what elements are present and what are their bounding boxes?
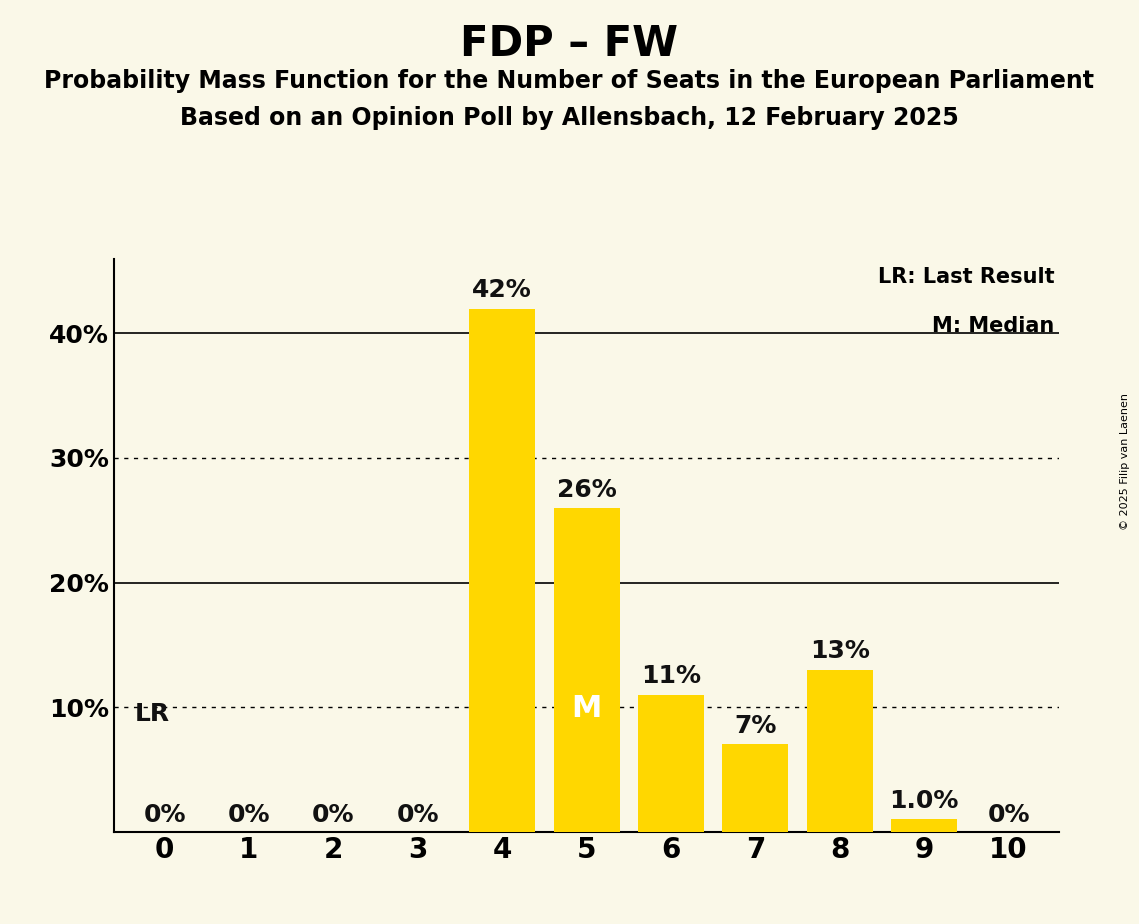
Text: FDP – FW: FDP – FW: [460, 23, 679, 65]
Text: 0%: 0%: [312, 803, 354, 827]
Text: M: M: [572, 694, 601, 723]
Text: 1.0%: 1.0%: [890, 789, 959, 813]
Bar: [806, 670, 872, 832]
Bar: [638, 695, 704, 832]
Text: M: Median: M: Median: [933, 316, 1055, 336]
Text: 26%: 26%: [557, 478, 616, 502]
Text: 11%: 11%: [641, 664, 700, 688]
Text: 7%: 7%: [735, 714, 777, 738]
Bar: [554, 508, 620, 832]
Text: 13%: 13%: [810, 639, 870, 663]
Bar: [469, 309, 535, 832]
Text: Probability Mass Function for the Number of Seats in the European Parliament: Probability Mass Function for the Number…: [44, 69, 1095, 93]
Text: Based on an Opinion Poll by Allensbach, 12 February 2025: Based on an Opinion Poll by Allensbach, …: [180, 106, 959, 130]
Bar: [892, 820, 957, 832]
Text: LR: LR: [136, 701, 170, 725]
Text: © 2025 Filip van Laenen: © 2025 Filip van Laenen: [1121, 394, 1130, 530]
Text: 0%: 0%: [396, 803, 439, 827]
Text: 0%: 0%: [144, 803, 186, 827]
Text: 0%: 0%: [228, 803, 270, 827]
Text: 0%: 0%: [988, 803, 1030, 827]
Text: LR: Last Result: LR: Last Result: [878, 267, 1055, 287]
Text: 42%: 42%: [473, 278, 532, 302]
Bar: [722, 745, 788, 832]
